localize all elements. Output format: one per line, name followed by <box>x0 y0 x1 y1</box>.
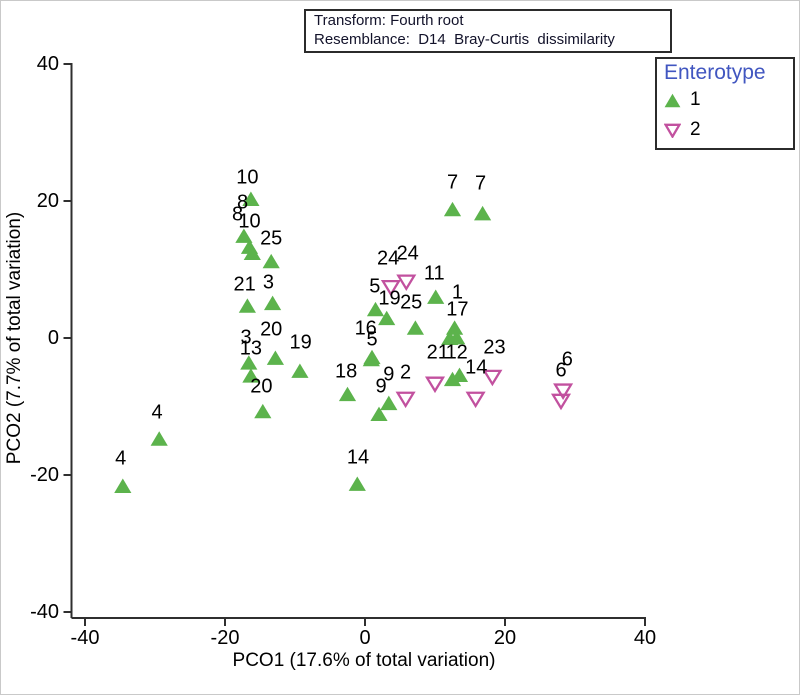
legend-item-enterotype-1: 1 <box>664 85 793 115</box>
data-point-marker-enterotype-2 <box>550 393 572 411</box>
data-point-marker-enterotype-1 <box>254 403 272 419</box>
data-point-marker-enterotype-1 <box>406 320 424 335</box>
resemblance-note: Resemblance: D14 Bray-Curtis dissimilari… <box>314 30 615 48</box>
data-point-marker-enterotype-1 <box>427 289 445 304</box>
legend-item-label: 1 <box>690 89 701 110</box>
legend: Enterotype 1 2 <box>655 57 795 150</box>
data-point-marker-enterotype-1 <box>443 201 462 217</box>
data-point-marker-enterotype-1 <box>266 350 284 365</box>
data-point-label: 5 <box>369 275 381 298</box>
data-point-marker-enterotype-1 <box>338 386 357 402</box>
x-tick-label: 40 <box>633 627 657 649</box>
data-point-label: 18 <box>334 360 358 383</box>
data-point-marker-enterotype-2 <box>396 274 417 292</box>
data-point-label: 6 <box>555 359 567 382</box>
data-point-marker-enterotype-1 <box>446 320 464 335</box>
data-point-marker-enterotype-2 <box>465 391 486 409</box>
data-point-marker-enterotype-2 <box>553 383 574 400</box>
data-point-label: 21 <box>233 273 256 296</box>
data-point-label: 11 <box>423 262 445 285</box>
data-point-marker-enterotype-2 <box>424 376 446 394</box>
data-point-marker-enterotype-1 <box>243 245 261 261</box>
data-point-marker-enterotype-1 <box>380 395 398 411</box>
x-tick-label: 0 <box>359 627 371 649</box>
data-point-label: 20 <box>260 318 283 341</box>
data-point-label: 25 <box>260 227 283 250</box>
data-point-label: 4 <box>151 401 163 424</box>
data-point-label: 3 <box>240 326 252 349</box>
y-tick-label: 20 <box>36 190 59 212</box>
legend-item-label: 2 <box>690 119 701 140</box>
data-point-marker-enterotype-1 <box>262 253 280 269</box>
data-point-label: 9 <box>383 363 395 386</box>
x-tick-label: -40 <box>70 627 100 649</box>
data-point-label: 10 <box>238 210 261 233</box>
data-point-label: 13 <box>239 337 263 360</box>
data-point-marker-enterotype-1 <box>450 367 469 382</box>
y-tick-label: 0 <box>47 327 59 349</box>
data-point-label: 4 <box>115 447 127 470</box>
filled-up-triangle-icon <box>664 93 681 107</box>
annotation-box: Transform: Fourth root Resemblance: D14 … <box>304 9 672 53</box>
data-point-label: 23 <box>483 336 506 359</box>
open-down-triangle-icon <box>664 123 681 138</box>
data-point-label: 3 <box>262 271 274 294</box>
data-point-label: 14 <box>346 446 370 469</box>
data-point-marker-enterotype-1 <box>235 228 253 243</box>
data-point-marker-enterotype-1 <box>240 355 258 370</box>
data-point-label: 1 <box>451 281 463 304</box>
y-tick-label: -20 <box>30 464 59 486</box>
data-point-marker-enterotype-1 <box>264 295 282 311</box>
data-point-marker-enterotype-1 <box>443 371 462 387</box>
data-point-label: 19 <box>289 331 312 354</box>
data-point-label: 10 <box>236 166 259 189</box>
data-point-label: 25 <box>400 291 423 314</box>
data-point-label: 16 <box>354 317 377 340</box>
x-axis-title: PCO1 (17.6% of total variation) <box>232 650 496 671</box>
y-tick-label: 40 <box>36 53 59 75</box>
y-tick-label: -40 <box>30 601 59 623</box>
data-point-marker-enterotype-1 <box>448 329 466 345</box>
data-point-label: 20 <box>250 375 273 398</box>
data-point-label: 21 <box>426 341 449 364</box>
data-point-marker-enterotype-1 <box>474 205 492 221</box>
x-tick-label: -20 <box>210 627 240 649</box>
legend-title: Enterotype <box>664 61 766 84</box>
data-point-label: 8 <box>232 203 244 226</box>
data-point-marker-enterotype-1 <box>291 363 309 378</box>
data-point-label: 24 <box>376 247 400 270</box>
data-point-marker-enterotype-2 <box>482 369 503 387</box>
data-point-label: 7 <box>446 171 459 194</box>
data-point-marker-enterotype-1 <box>370 406 388 422</box>
data-point-marker-enterotype-1 <box>114 478 132 493</box>
data-point-marker-enterotype-1 <box>242 368 260 383</box>
data-point-marker-enterotype-1 <box>242 191 260 206</box>
data-point-label: 14 <box>465 356 488 379</box>
data-point-marker-enterotype-2 <box>395 391 416 409</box>
data-point-label: 5 <box>366 328 378 351</box>
data-point-label: 19 <box>378 287 401 310</box>
legend-item-enterotype-2: 2 <box>664 115 793 145</box>
data-point-marker-enterotype-1 <box>348 476 366 491</box>
data-point-label: 2 <box>400 361 412 384</box>
data-point-marker-enterotype-1 <box>378 310 396 326</box>
data-point-marker-enterotype-1 <box>150 431 168 446</box>
data-point-label: 8 <box>236 191 249 214</box>
data-point-marker-enterotype-2 <box>380 279 401 297</box>
data-point-marker-enterotype-1 <box>366 301 385 317</box>
data-point-marker-enterotype-1 <box>238 298 256 313</box>
data-point-label: 9 <box>375 375 387 398</box>
data-point-label: 6 <box>561 348 573 371</box>
data-point-label: 24 <box>396 242 419 265</box>
data-point-label: 17 <box>446 298 469 321</box>
x-tick-label: 20 <box>493 627 517 649</box>
data-point-label: 12 <box>445 341 468 364</box>
data-point-label: 7 <box>474 172 487 195</box>
data-point-marker-enterotype-1 <box>362 351 380 367</box>
transform-note: Transform: Fourth root <box>314 12 464 29</box>
